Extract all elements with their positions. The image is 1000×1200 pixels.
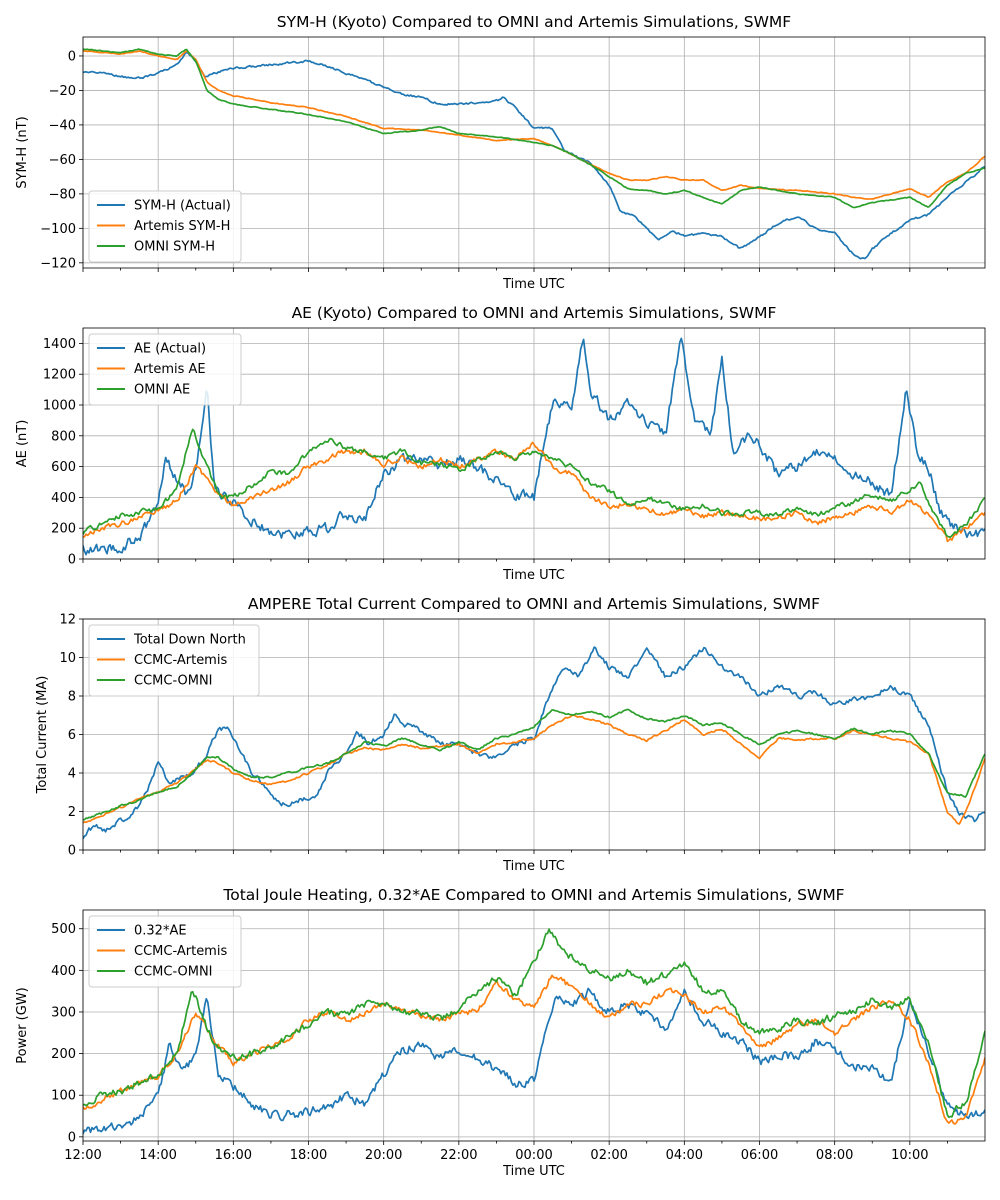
- series-line: [83, 49, 985, 201]
- y-tick-label: 800: [51, 429, 76, 444]
- chart-title: Total Joule Heating, 0.32*AE Compared to…: [222, 886, 844, 904]
- y-tick-label: 6: [68, 728, 76, 743]
- series-line: [83, 441, 985, 543]
- x-axis-label: Time UTC: [502, 568, 565, 583]
- y-tick-label: 8: [68, 690, 76, 705]
- x-tick-label: 22:00: [440, 1148, 477, 1163]
- legend: AE (Actual) Artemis AE OMNI AE: [88, 333, 242, 406]
- x-tick-label: 18:00: [290, 1148, 327, 1163]
- x-tick-label: 02:00: [590, 1148, 627, 1163]
- chart-panel-1: 0 −20 −40 −60 −80 −100 −120 SYM-H (Kyoto) Compa…: [15, 13, 986, 292]
- y-tick-label: 1000: [43, 399, 76, 414]
- series-line: [83, 48, 985, 209]
- chart-title: AMPERE Total Current Compared to OMNI an…: [248, 595, 820, 613]
- chart-title: AE (Kyoto) Compared to OMNI and Artemis …: [292, 304, 777, 322]
- chart-title: SYM-H (Kyoto) Compared to OMNI and Artem…: [277, 13, 791, 31]
- y-tick-label: 0: [68, 1130, 76, 1145]
- legend-label: CCMC-Artemis: [134, 944, 227, 959]
- y-tick-label: 600: [51, 460, 76, 475]
- y-tick-label: 12: [59, 613, 76, 628]
- y-tick-label: 400: [51, 491, 76, 506]
- legend-frame: [88, 624, 260, 697]
- legend-label: CCMC-OMNI: [134, 965, 213, 980]
- y-tick-label: 500: [51, 922, 76, 937]
- legend-label: SYM-H (Actual): [134, 199, 231, 214]
- chart-panel-3: 0 2 4 6 8 10 12 AMPERE Total Current Compared t…: [35, 595, 986, 874]
- series-line: [83, 987, 985, 1135]
- y-tick-label: 2: [68, 805, 76, 820]
- y-tick-label: −100: [40, 222, 76, 237]
- y-axis: 0 100 200 300 400 500: [51, 922, 83, 1145]
- x-tick-label: 04:00: [666, 1148, 703, 1163]
- y-axis-label: SYM-H (nT): [15, 116, 30, 188]
- series-line: [83, 428, 985, 538]
- y-tick-label: 300: [51, 1005, 76, 1020]
- series-line: [83, 928, 985, 1119]
- y-tick-label: −80: [49, 187, 76, 202]
- y-axis: 0 200 400 600 800 1000 1200 1400: [43, 337, 83, 568]
- y-axis: 0 2 4 6 8 10 12: [59, 613, 83, 859]
- y-tick-label: 0: [68, 49, 76, 64]
- x-axis: [82, 268, 948, 272]
- legend-frame: [88, 190, 242, 263]
- legend-label: AE (Actual): [134, 342, 206, 357]
- chart-panel-4: 0 100 200 300 400 500 12:00 14:00 16:00 18:00 20:0…: [15, 886, 986, 1179]
- y-tick-label: 1400: [43, 337, 76, 352]
- x-tick-label: 10:00: [891, 1148, 928, 1163]
- legend-frame: [88, 333, 242, 406]
- y-axis: 0 −20 −40 −60 −80 −100 −120: [40, 49, 83, 271]
- legend-label: Artemis SYM-H: [134, 219, 230, 234]
- y-tick-label: −20: [49, 84, 76, 99]
- x-axis-label: Time UTC: [502, 859, 565, 874]
- legend-label: CCMC-Artemis: [134, 653, 227, 668]
- x-axis: [82, 559, 948, 563]
- y-tick-label: 400: [51, 964, 76, 979]
- y-tick-label: 100: [51, 1089, 76, 1104]
- legend-label: Total Down North: [133, 633, 246, 648]
- legend: Total Down North CCMC-Artemis CCMC-OMNI: [88, 624, 260, 697]
- y-axis-label: AE (nT): [15, 420, 30, 468]
- legend-frame: [88, 915, 242, 988]
- x-axis: [82, 850, 948, 854]
- x-axis: 12:00 14:00 16:00 18:00 20:00 22:00 00:00 02:00…: [64, 1141, 948, 1163]
- legend-label: Artemis AE: [134, 362, 206, 377]
- x-axis-label: Time UTC: [502, 277, 565, 292]
- y-tick-label: 200: [51, 1047, 76, 1062]
- x-tick-label: 08:00: [816, 1148, 853, 1163]
- x-tick-label: 14:00: [139, 1148, 176, 1163]
- x-axis-label: Time UTC: [502, 1164, 565, 1179]
- x-tick-label: 06:00: [741, 1148, 778, 1163]
- x-tick-label: 12:00: [64, 1148, 101, 1163]
- y-tick-label: 1200: [43, 368, 76, 383]
- legend-label: 0.32*AE: [134, 924, 187, 939]
- x-tick-label: 00:00: [515, 1148, 552, 1163]
- x-tick-label: 16:00: [215, 1148, 252, 1163]
- legend: SYM-H (Actual) Artemis SYM-H OMNI SYM-H: [88, 190, 242, 263]
- y-tick-label: −60: [49, 153, 76, 168]
- y-tick-label: 200: [51, 522, 76, 537]
- y-tick-label: −40: [49, 118, 76, 133]
- series-line: [83, 974, 985, 1125]
- y-tick-label: 4: [68, 767, 76, 782]
- series-line: [83, 51, 985, 260]
- y-axis-label: Total Current (MA): [35, 676, 50, 795]
- series-line: [83, 337, 985, 556]
- y-tick-label: −120: [40, 256, 76, 271]
- chart-panel-2: 0 200 400 600 800 1000 1200 1400 AE (Kyoto) Comp…: [15, 304, 986, 583]
- y-tick-label: 0: [68, 844, 76, 859]
- series-line: [83, 708, 985, 821]
- legend-label: OMNI AE: [134, 383, 190, 398]
- legend-label: CCMC-OMNI: [134, 674, 213, 689]
- x-tick-label: 20:00: [365, 1148, 402, 1163]
- y-tick-label: 10: [59, 651, 76, 666]
- legend: 0.32*AE CCMC-Artemis CCMC-OMNI: [88, 915, 242, 988]
- legend-label: OMNI SYM-H: [134, 240, 215, 255]
- y-axis-label: Power (GW): [15, 987, 30, 1064]
- y-tick-label: 0: [68, 553, 76, 568]
- grid: [82, 37, 985, 268]
